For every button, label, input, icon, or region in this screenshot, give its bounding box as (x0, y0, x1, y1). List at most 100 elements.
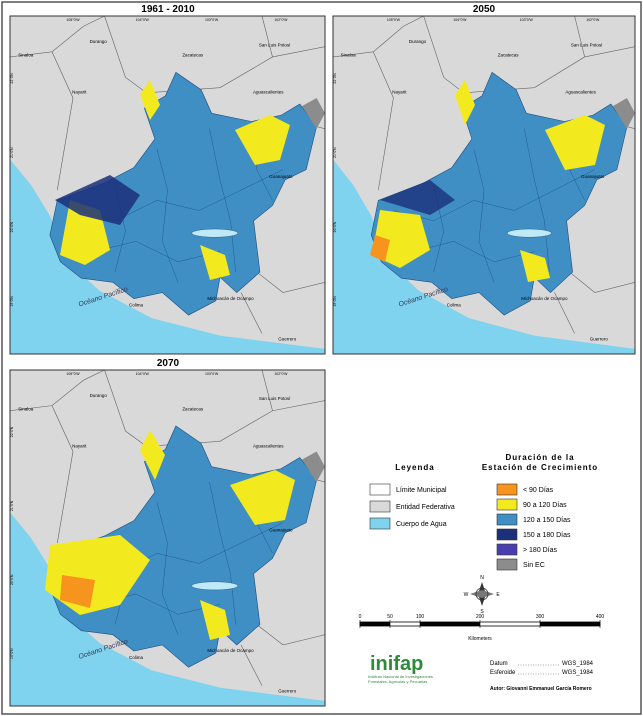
logo: inifap (370, 653, 423, 675)
lat-label: 22°0'N (10, 73, 14, 84)
lat-label: 19°0'N (333, 296, 337, 307)
scale-label: 100 (416, 614, 425, 620)
legend-title: Estación de Crecimiento (482, 463, 598, 472)
legend-label: Límite Municipal (396, 487, 447, 494)
state-label: Sinaloa (18, 406, 34, 411)
lat-label: 20°0'N (10, 221, 14, 232)
scale-segment (420, 622, 480, 626)
scale-segment (540, 622, 600, 626)
compass-label: E (496, 592, 500, 598)
compass-label: W (464, 592, 469, 598)
map-title: 2070 (157, 358, 180, 369)
legend-label: 90 a 120 Días (523, 502, 567, 509)
map-title: 2050 (473, 4, 496, 15)
legend-swatch (496, 528, 518, 541)
info-label: Datum (490, 661, 508, 667)
institute: Instituto Nacional de Investigaciones Fo… (368, 674, 433, 684)
lat-label: 19°0'N (10, 648, 14, 659)
legend-label: Entidad Federativa (396, 504, 455, 511)
lat-label: 21°0'N (10, 147, 14, 158)
lon-label: 105°0'W (66, 372, 80, 376)
info-label: Esferoide (490, 670, 516, 676)
state-label: Colima (447, 303, 462, 308)
state-label: Guerrero (278, 336, 297, 341)
scale-label: 0 (359, 614, 362, 620)
state-label: Guanajuato (269, 174, 293, 179)
state-label: Zacatecas (182, 53, 204, 58)
lon-label: 103°0'W (520, 18, 534, 22)
legend-label: > 180 Días (523, 547, 558, 554)
legend-label: 150 a 180 Días (523, 532, 571, 539)
state-label: Nayarit (392, 90, 407, 95)
state-label: Durango (90, 39, 108, 44)
map-panel (332, 15, 636, 355)
state-label: Aguascalientes (565, 90, 596, 95)
lon-label: 104°0'W (453, 18, 467, 22)
map-title: 1961 - 2010 (141, 4, 195, 15)
state-label: Nayarit (72, 443, 87, 448)
state-label: Durango (90, 393, 108, 398)
state-label: Guanajuato (581, 174, 605, 179)
state-label: Guerrero (590, 336, 609, 341)
legend-swatch (369, 500, 391, 513)
state-label: Guerrero (278, 689, 297, 694)
lat-label: 22°0'N (10, 426, 14, 437)
compass (470, 582, 494, 606)
legend-title: Duración de la (505, 453, 574, 462)
map-panel (9, 369, 326, 707)
legend-swatch (369, 483, 391, 496)
state-label: Zacatecas (498, 53, 520, 58)
state-label: Michoacán de Ocampo (207, 296, 254, 301)
legend-swatch (496, 513, 518, 526)
scale-label: 300 (536, 614, 545, 620)
lon-label: 103°0'W (205, 18, 219, 22)
state-label: Michoacán de Ocampo (207, 648, 254, 653)
state-label: Guanajuato (269, 527, 293, 532)
state-label: Colima (129, 655, 144, 660)
lon-label: 102°0'W (586, 18, 600, 22)
state-label: Durango (409, 39, 427, 44)
state-label: Sinaloa (341, 53, 357, 58)
map-panel (9, 15, 326, 355)
institute-box: Instituto Nacional de Investigaciones Fo… (368, 674, 433, 684)
legend-swatch (369, 517, 391, 530)
lat-label: 21°0'N (333, 147, 337, 158)
lat-label: 21°0'N (10, 500, 14, 511)
legend-swatch (496, 498, 518, 511)
state-label: Zacatecas (182, 406, 204, 411)
lon-label: 104°0'W (136, 372, 150, 376)
state-label: Colima (129, 303, 144, 308)
legend-swatch (496, 543, 518, 556)
lon-label: 103°0'W (205, 372, 219, 376)
state-label: Nayarit (72, 90, 87, 95)
lat-label: 19°0'N (10, 296, 14, 307)
info-value: WGS_1984 (562, 661, 594, 667)
lon-label: 102°0'W (274, 372, 288, 376)
lon-label: 105°0'W (387, 18, 401, 22)
state-label: San Luis Potosí (259, 396, 291, 401)
legend-label: Cuerpo de Agua (396, 521, 447, 528)
state-label: Aguascalientes (253, 90, 284, 95)
scale-label: 200 (476, 614, 485, 620)
lat-label: 20°0'N (333, 221, 337, 232)
info-value: WGS_1984 (562, 670, 594, 676)
lon-label: 104°0'W (136, 18, 150, 22)
legend-swatch (496, 558, 518, 571)
state-label: Sinaloa (18, 53, 34, 58)
legend-swatch (496, 483, 518, 496)
scale-label: 400 (596, 614, 605, 620)
state-label: Michoacán de Ocampo (521, 296, 568, 301)
lon-label: 102°0'W (274, 18, 288, 22)
author: Autor: Giovanni Emmanuel García Romero (490, 686, 592, 692)
state-label: San Luis Potosí (571, 42, 603, 47)
state-label: Aguascalientes (253, 443, 284, 448)
lat-label: 22°0'N (333, 73, 337, 84)
legend-label: < 90 Días (523, 487, 554, 494)
legend-title: Leyenda (395, 463, 434, 472)
state-label: San Luis Potosí (259, 42, 291, 47)
scale-label: 50 (387, 614, 393, 620)
legend-label: Sin EC (523, 562, 545, 569)
lat-label: 20°0'N (10, 574, 14, 585)
